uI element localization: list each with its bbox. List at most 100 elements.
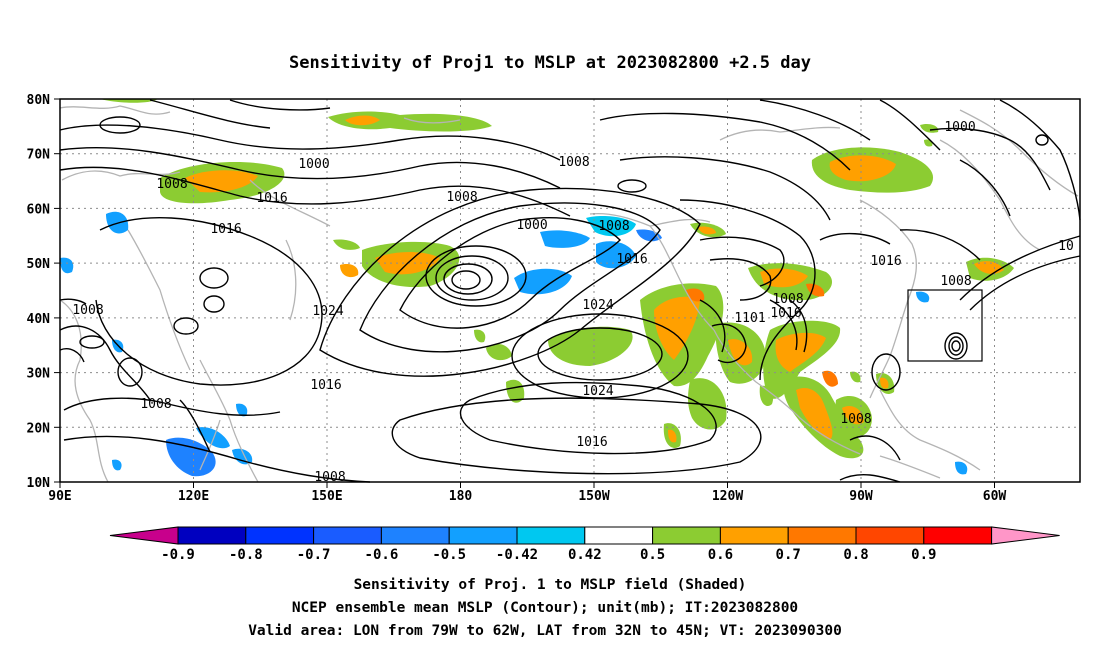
- shade-orange: [829, 155, 896, 182]
- latitude-axis: 80N 70N 60N 50N 40N 30N 20N 10N: [27, 93, 60, 491]
- contour-label: 1016: [870, 254, 901, 269]
- lat-tick-label: 10N: [27, 476, 51, 491]
- contour-label: 1008: [598, 219, 629, 234]
- colorbar-label: -0.5: [432, 547, 466, 563]
- shade-blue: [166, 437, 216, 477]
- lat-tick-label: 50N: [27, 257, 51, 272]
- shade-orange: [340, 264, 359, 278]
- caption-line-1: Sensitivity of Proj. 1 to MSLP field (Sh…: [354, 577, 747, 593]
- contour-label: 1024: [312, 304, 343, 319]
- lat-tick-label: 70N: [27, 148, 51, 163]
- shade-blue: [916, 291, 930, 303]
- contour-labels: 1000 1008 1016 1016 1008 1000 1008 1008 …: [72, 120, 1073, 485]
- map-title: Sensitivity of Proj1 to MSLP at 20230828…: [289, 53, 811, 73]
- contour-label: 1008: [140, 397, 171, 412]
- colorbar: -0.9 -0.8 -0.7 -0.6 -0.5 -0.42 0.42 0.5 0.6 0.7 0.…: [109, 526, 1060, 563]
- colorbar-label: -0.9: [161, 547, 195, 563]
- colorbar-label: 0.5: [640, 547, 665, 563]
- shade-green: [506, 379, 525, 403]
- shade-orange: [760, 268, 808, 288]
- shade-orange: [822, 370, 838, 387]
- contour-label: 1008: [840, 412, 871, 427]
- caption-line-2: NCEP ensemble mean MSLP (Contour); unit(…: [292, 600, 798, 616]
- colorbar-label: -0.6: [365, 547, 399, 563]
- contour-label: 1000: [944, 120, 975, 135]
- contour-label: 1008: [72, 303, 103, 318]
- contour-label: 1024: [582, 298, 613, 313]
- contour-label: 1016: [616, 252, 647, 267]
- shade-green: [548, 326, 633, 366]
- caption-line-3: Valid area: LON from 79W to 62W, LAT fro…: [248, 623, 842, 639]
- shade-blue: [586, 216, 636, 237]
- lon-tick-label: 90E: [48, 489, 71, 504]
- shade-green: [759, 385, 774, 406]
- shade-orange: [806, 283, 825, 297]
- shade-orange: [775, 332, 826, 372]
- map-panel: 1000 1008 1016 1016 1008 1000 1008 1008 …: [59, 98, 1081, 485]
- contour-label: 1008: [772, 292, 803, 307]
- shade-orange: [880, 377, 889, 389]
- lat-tick-label: 30N: [27, 367, 51, 382]
- contour-label: 1016: [256, 191, 287, 206]
- shade-green: [920, 123, 939, 133]
- contour-label: 1000: [516, 218, 547, 233]
- contour-label: 1101: [734, 311, 765, 326]
- shade-green: [688, 378, 727, 430]
- colorbar-box: [855, 526, 925, 545]
- lat-tick-label: 20N: [27, 421, 51, 436]
- lon-tick-label: 150E: [311, 489, 342, 504]
- colorbar-box: [584, 526, 654, 545]
- lat-tick-label: 40N: [27, 312, 51, 327]
- shade-blue: [955, 461, 968, 475]
- shade-blue: [540, 230, 590, 248]
- colorbar-box: [923, 526, 993, 545]
- shade-orange: [345, 115, 380, 126]
- coastlines: [59, 105, 1079, 483]
- colorbar-box: [652, 526, 721, 545]
- shade-orange: [668, 429, 677, 443]
- mslp-contours: [59, 99, 1081, 483]
- colorbar-box: [516, 526, 586, 545]
- lon-tick-label: 90W: [849, 489, 873, 504]
- contour-label: 1024: [582, 384, 613, 399]
- contour-label: 1008: [446, 190, 477, 205]
- longitude-axis: 90E 120E 150E 180 150W 120W 90W 60W: [48, 482, 1006, 504]
- colorbar-box: [380, 526, 450, 545]
- lon-tick-label: 60W: [983, 489, 1007, 504]
- shade-blue: [60, 257, 74, 274]
- map-frame: [59, 98, 1081, 483]
- shade-orange: [654, 296, 700, 360]
- shade-blue: [236, 403, 248, 417]
- contour-label: 1016: [210, 222, 241, 237]
- colorbar-label: 0.7: [776, 547, 801, 563]
- shade-blue: [514, 268, 572, 295]
- colorbar-label: 0.42: [568, 547, 602, 563]
- shade-green: [333, 239, 360, 250]
- colorbar-right-arrow: [991, 526, 1060, 545]
- lat-tick-label: 60N: [27, 202, 51, 217]
- shade-blue: [196, 427, 230, 449]
- contour-label: 1008: [156, 177, 187, 192]
- shade-orange: [185, 170, 258, 193]
- lon-tick-label: 150W: [578, 489, 609, 504]
- lon-tick-label: 120E: [178, 489, 209, 504]
- shade-green: [486, 343, 512, 361]
- graticule: [60, 99, 1080, 482]
- contour-label: 10: [1058, 239, 1074, 254]
- contour-label: 1000: [298, 157, 329, 172]
- colorbar-label: -0.7: [297, 547, 331, 563]
- colorbar-label: -0.8: [229, 547, 263, 563]
- colorbar-box: [245, 526, 315, 545]
- lat-tick-label: 80N: [27, 93, 51, 108]
- shade-green: [850, 371, 861, 383]
- contour-label: 1008: [940, 274, 971, 289]
- shade-green: [474, 329, 486, 343]
- shade-orange: [842, 405, 864, 425]
- colorbar-label: 0.9: [911, 547, 936, 563]
- colorbar-label: 0.8: [843, 547, 868, 563]
- contour-label: 1016: [310, 378, 341, 393]
- lon-tick-label: 120W: [712, 489, 743, 504]
- shade-green: [100, 99, 158, 103]
- shade-orange: [698, 226, 716, 235]
